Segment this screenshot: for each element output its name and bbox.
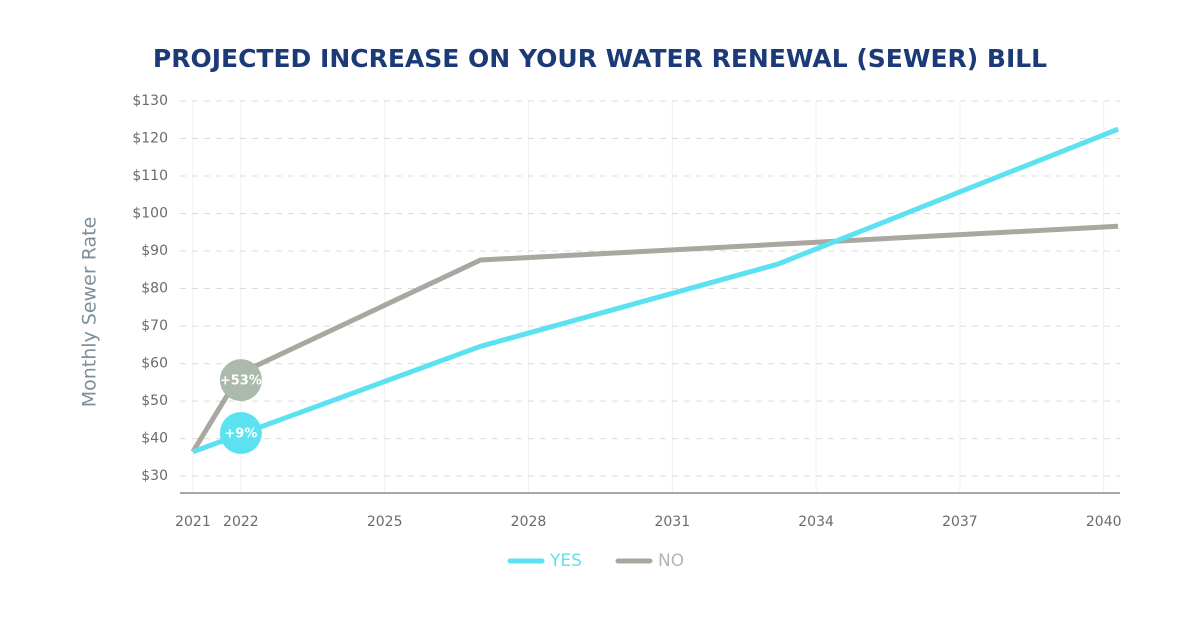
x-tick-label: 2021 — [175, 514, 211, 530]
y-tick-label: $100 — [132, 206, 168, 222]
y-tick-label: $50 — [141, 393, 168, 409]
x-tick-label: 2031 — [654, 514, 690, 530]
annotation-badge — [219, 411, 262, 454]
line — [192, 126, 1120, 455]
y-tick-label: $130 — [132, 93, 168, 109]
x-tick-label: 2028 — [511, 514, 547, 530]
y-tick-label: $30 — [141, 468, 168, 484]
annotation-badge — [219, 359, 262, 402]
x-tick-label: 2040 — [1086, 514, 1122, 530]
y-tick-label: $90 — [141, 243, 168, 259]
x-tick-label: 2025 — [367, 514, 403, 530]
y-axis-label: Monthly Sewer Rate — [79, 217, 101, 408]
x-tick-label: 2022 — [223, 514, 259, 530]
legend-label: YES — [549, 551, 582, 571]
y-tick-label: $70 — [141, 318, 168, 334]
x-tick-label: 2037 — [942, 514, 978, 530]
legend-label: NO — [658, 551, 684, 571]
y-tick-label: $110 — [132, 168, 168, 184]
y-tick-label: $120 — [132, 131, 168, 147]
annotation-label: +9% — [224, 426, 257, 441]
y-tick-label: $80 — [141, 281, 168, 297]
x-tick-label: 2034 — [798, 514, 834, 530]
chart-title: PROJECTED INCREASE ON YOUR WATER RENEWAL… — [153, 44, 1047, 73]
y-tick-label: $40 — [141, 431, 168, 447]
y-tick-label: $60 — [141, 356, 168, 372]
annotation-label: +53% — [220, 374, 262, 389]
line — [190, 223, 1119, 454]
